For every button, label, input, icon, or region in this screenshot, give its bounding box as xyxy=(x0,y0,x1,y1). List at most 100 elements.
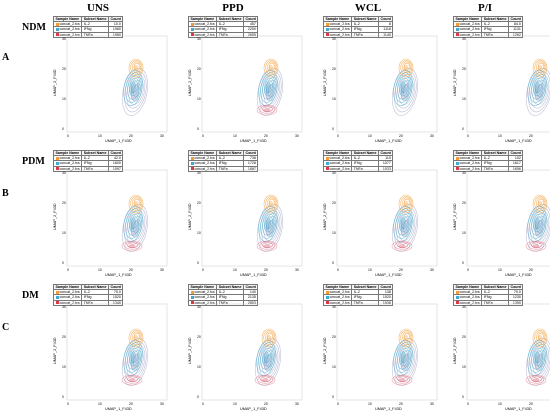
x-tick-label: 0 xyxy=(67,134,69,138)
legend-count: 1656 xyxy=(507,165,524,172)
legend-count: 138 xyxy=(377,289,394,296)
y-axis-label: UMAP_2_F43D xyxy=(323,337,327,364)
y-tick-label: 10 xyxy=(62,97,66,101)
plot-frame xyxy=(336,303,438,401)
x-tick-label: 20 xyxy=(129,134,133,138)
legend-sample-name: concat_2.fcs xyxy=(459,166,480,171)
legend-sample-name: concat_2.fcs xyxy=(329,156,350,161)
x-tick-label: 20 xyxy=(399,402,403,406)
legend-header: Count xyxy=(507,149,524,157)
umap-panel: Sample Name Subset Name Count concat_2.fcs I… xyxy=(322,149,453,278)
legend-count: 1980 xyxy=(107,26,124,33)
x-tick-label: 20 xyxy=(399,134,403,138)
legend-header: Count xyxy=(107,15,124,23)
legend-swatch xyxy=(55,156,59,160)
x-tick-label: 20 xyxy=(264,134,268,138)
plot-frame xyxy=(466,303,550,401)
row-label: DM xyxy=(22,290,39,301)
y-tick-label: 0 xyxy=(197,395,199,399)
legend-sample-cell: concat_2.fcs xyxy=(52,26,83,33)
y-tick-label: 30 xyxy=(197,305,201,309)
legend-sample-name: concat_2.fcs xyxy=(194,166,215,171)
x-tick-label: 30 xyxy=(430,402,434,406)
legend-header: Count xyxy=(107,149,124,157)
y-tick-label: 30 xyxy=(462,171,466,175)
umap-plot: 0 10 20 30 0 10 20 30 xyxy=(197,169,303,272)
legend-table: Sample Name Subset Name Count concat_2.fcs I… xyxy=(322,149,394,172)
x-axis-label: UMAP_1_F43D xyxy=(505,273,532,277)
y-tick-label: 20 xyxy=(462,201,466,205)
y-tick-label: 20 xyxy=(62,335,66,339)
umap-panel: Sample Name Subset Name Count concat_2.fcs I… xyxy=(52,15,183,144)
legend-swatch xyxy=(325,295,329,299)
x-tick-label: 0 xyxy=(337,268,339,272)
y-tick-label: 0 xyxy=(462,127,464,131)
legend-count: 1887 xyxy=(242,165,259,172)
legend-count: 1140 xyxy=(377,31,394,38)
legend-sample-name: concat_2.fcs xyxy=(59,22,80,27)
legend-swatch xyxy=(455,22,459,26)
legend-swatch xyxy=(325,22,329,26)
y-tick-label: 10 xyxy=(332,231,336,235)
x-tick-label: 10 xyxy=(233,268,237,272)
legend-sample-cell: concat_2.fcs xyxy=(52,299,83,306)
column-header-ppd: PPD xyxy=(222,2,244,14)
legend-sample-cell: concat_2.fcs xyxy=(322,165,353,172)
x-axis-label: UMAP_1_F43D xyxy=(105,407,132,411)
y-tick-label: 20 xyxy=(332,335,336,339)
legend-sample-cell: concat_2.fcs xyxy=(52,31,83,38)
legend-sample-name: concat_2.fcs xyxy=(329,166,350,171)
legend-sample-cell: concat_2.fcs xyxy=(322,160,353,167)
y-tick-label: 10 xyxy=(462,365,466,369)
legend-sample-cell: concat_2.fcs xyxy=(187,294,218,301)
legend-count: 1262 xyxy=(507,31,524,38)
legend-swatch xyxy=(455,290,459,294)
legend-header: Count xyxy=(107,283,124,291)
legend-table: Sample Name Subset Name Count concat_2.fcs I… xyxy=(322,283,394,306)
y-axis-label: UMAP_2_F43D xyxy=(188,337,192,364)
legend-sample-name: concat_2.fcs xyxy=(59,300,80,305)
legend-swatch xyxy=(190,33,194,37)
y-tick-label: 20 xyxy=(197,67,201,71)
legend-count: 42.0 xyxy=(107,155,124,162)
umap-panel: Sample Name Subset Name Count concat_2.fcs I… xyxy=(187,283,318,412)
legend-count: 84.0 xyxy=(507,21,524,28)
legend-sample-cell: concat_2.fcs xyxy=(452,21,483,28)
legend-count: 10.0 xyxy=(107,21,124,28)
x-tick-label: 10 xyxy=(498,134,502,138)
x-tick-label: 10 xyxy=(498,402,502,406)
y-tick-label: 30 xyxy=(462,37,466,41)
y-tick-label: 20 xyxy=(332,67,336,71)
x-axis-label: UMAP_1_F43D xyxy=(105,139,132,143)
y-tick-label: 30 xyxy=(197,37,201,41)
legend-header: Count xyxy=(242,283,259,291)
umap-panel: Sample Name Subset Name Count concat_2.fcs I… xyxy=(52,283,183,412)
legend-swatch xyxy=(455,33,459,37)
legend-swatch xyxy=(455,301,459,305)
legend-count: 1980 xyxy=(107,31,124,38)
plot-frame xyxy=(336,169,438,267)
umap-plot: 0 10 20 30 0 10 20 30 xyxy=(62,303,168,406)
legend-swatch xyxy=(190,301,194,305)
legend-sample-name: concat_2.fcs xyxy=(59,156,80,161)
y-axis-label: UMAP_2_F43D xyxy=(188,203,192,230)
legend-count: 2250 xyxy=(242,26,259,33)
legend-count: 1350 xyxy=(507,299,524,306)
umap-panel: Sample Name Subset Name Count concat_2.fcs I… xyxy=(52,149,183,278)
legend-header: Sample Name xyxy=(452,149,483,157)
legend-sample-name: concat_2.fcs xyxy=(329,22,350,27)
legend-sample-name: concat_2.fcs xyxy=(329,27,350,32)
legend-sample-cell: concat_2.fcs xyxy=(187,165,218,172)
legend-table: Sample Name Subset Name Count concat_2.fcs I… xyxy=(52,283,124,306)
legend-sample-cell: concat_2.fcs xyxy=(187,31,218,38)
plot-frame xyxy=(466,169,550,267)
umap-plot: 0 10 20 30 0 10 20 30 xyxy=(332,303,438,406)
plot-frame xyxy=(336,35,438,133)
legend-sample-name: concat_2.fcs xyxy=(194,27,215,32)
y-tick-label: 0 xyxy=(332,261,334,265)
panel-letter: B xyxy=(2,188,9,199)
y-axis-label: UMAP_2_F43D xyxy=(188,69,192,96)
umap-panel: Sample Name Subset Name Count concat_2.fcs I… xyxy=(452,283,550,412)
umap-panel: Sample Name Subset Name Count concat_2.fcs I… xyxy=(452,15,550,144)
legend-sample-cell: concat_2.fcs xyxy=(452,26,483,33)
